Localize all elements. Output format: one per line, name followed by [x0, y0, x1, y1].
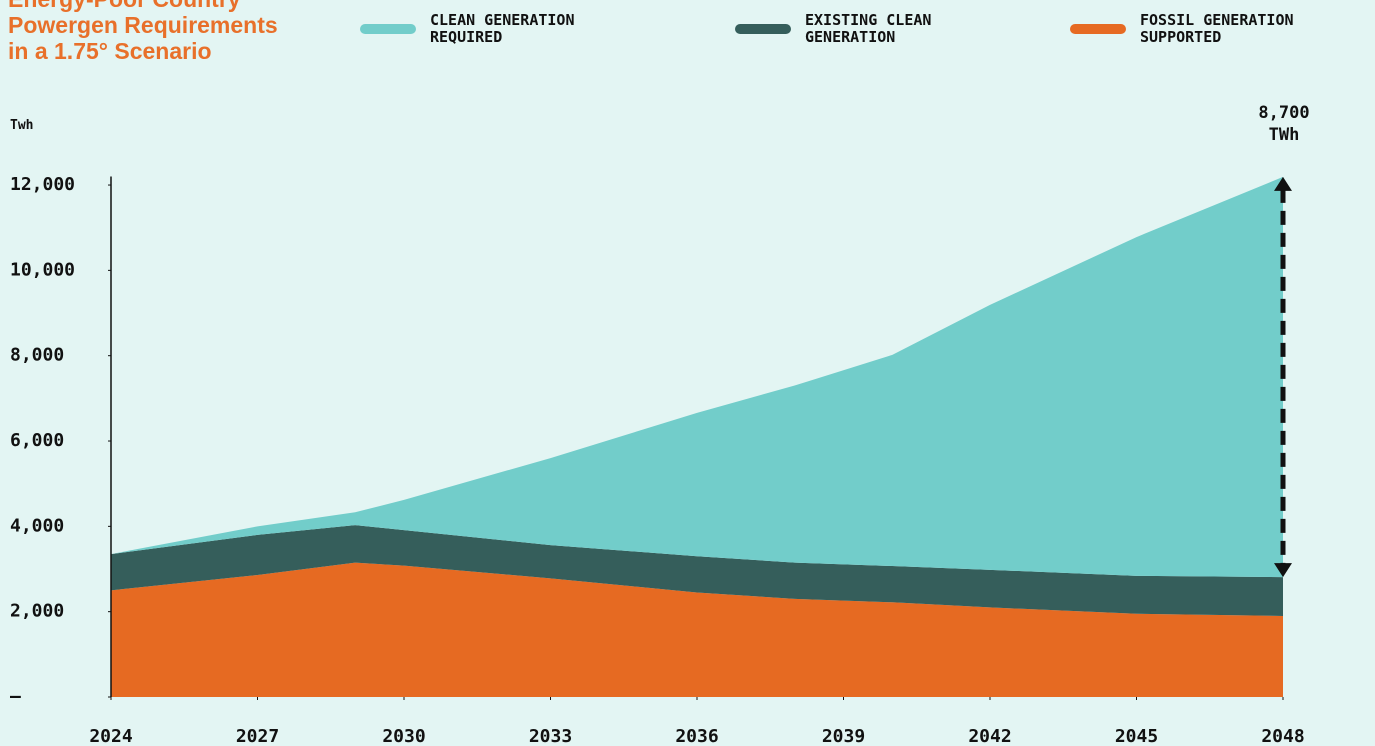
x-tick-label: 2036	[675, 726, 718, 746]
x-tick-label: 2033	[529, 726, 572, 746]
x-tick-label: 2045	[1115, 726, 1158, 746]
x-tick-label: 2027	[236, 726, 279, 746]
legend-swatch	[1070, 24, 1126, 34]
y-tick-label: 10,000	[10, 259, 75, 280]
annotation: 8,700 TWh	[1258, 103, 1310, 145]
x-tick-label: 2039	[822, 726, 865, 746]
area	[111, 562, 1283, 697]
legend-swatch	[360, 24, 416, 34]
legend-swatch	[735, 24, 791, 34]
legend-item: EXISTING CLEAN GENERATION	[735, 12, 1005, 46]
legend-label: EXISTING CLEAN GENERATION	[805, 11, 932, 46]
chart-title: Energy-Poor Country Powergen Requirement…	[8, 0, 278, 64]
y-tick-label: 4,000	[10, 515, 64, 536]
area	[111, 525, 1283, 616]
y-tick-label: 2,000	[10, 601, 64, 622]
y-axis-label: Twh	[10, 118, 34, 133]
y-tick-label: 8,000	[10, 345, 64, 366]
legend-label: FOSSIL GENERATION SUPPORTED	[1140, 11, 1294, 46]
legend-label: CLEAN GENERATION REQUIRED	[430, 11, 575, 46]
x-tick-label: 2048	[1261, 726, 1304, 746]
arrow-head	[1274, 176, 1292, 191]
y-tick-label: –	[10, 686, 21, 707]
x-tick-label: 2042	[968, 726, 1011, 746]
area	[111, 176, 1283, 578]
x-tick-label: 2024	[89, 726, 133, 746]
x-tick-label: 2030	[382, 726, 425, 746]
arrow-head	[1274, 563, 1292, 578]
legend-item: CLEAN GENERATION REQUIRED	[360, 12, 630, 46]
y-tick-label: 12,000	[10, 174, 75, 195]
y-tick-label: 6,000	[10, 430, 64, 451]
legend-item: FOSSIL GENERATION SUPPORTED	[1070, 12, 1340, 46]
